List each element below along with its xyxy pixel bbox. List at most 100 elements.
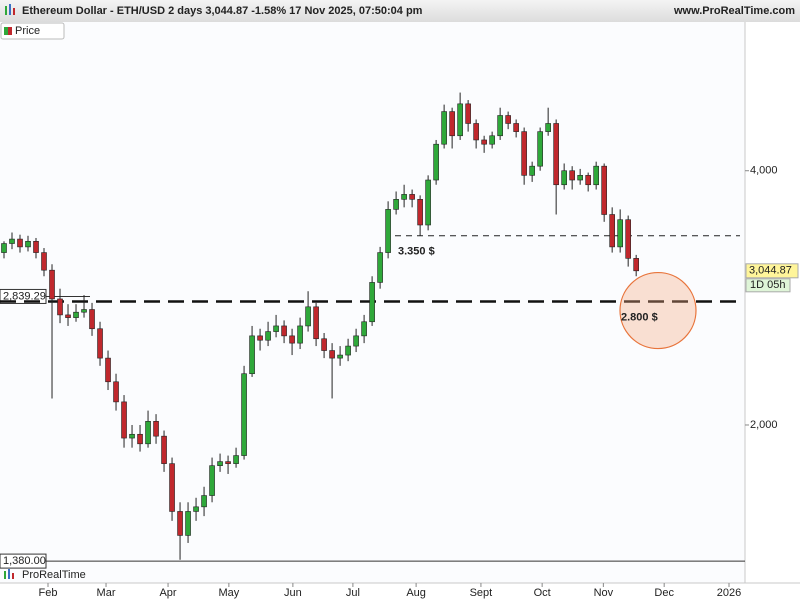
candle-body [449,111,455,137]
candle-body [481,139,487,145]
candle-body [433,143,439,181]
level-box [0,288,47,304]
candle-body [161,435,167,464]
candle-body [89,309,95,330]
candle-body [497,115,503,137]
candle-body [417,199,423,226]
candle-body [57,298,63,316]
candle-body [489,135,495,145]
x-tick-label: Feb [39,587,58,599]
candle-body [265,331,271,341]
candle-body [401,194,407,200]
candle-body [361,321,367,337]
candle-body [617,219,623,248]
x-tick-label: Apr [159,587,176,599]
candle-body [25,240,31,248]
candle-body [577,175,583,181]
countdown-box [745,278,791,293]
candle-body [33,240,39,253]
candle-body [201,495,207,508]
y-tick-label: 4,000 [750,165,778,177]
candle-body [249,335,255,375]
candle-body [233,455,239,464]
candle-body [73,311,79,318]
x-tick-label: Jun [284,587,302,599]
candle-body [513,123,519,132]
candle-body [105,357,111,383]
candle-body [17,238,23,248]
candle-body [305,306,311,327]
candle-body [225,461,231,464]
price-tag [745,263,799,279]
candle-body [313,306,319,340]
candle-body [345,345,351,356]
candle-body [321,338,327,351]
legend-swatch [4,27,8,35]
candle-body [1,243,7,253]
candle-body [569,170,575,181]
candle-body [113,381,119,403]
legend-box[interactable] [0,22,65,40]
candle-body [441,111,447,145]
candle-body [177,511,183,536]
candle-body [121,401,127,439]
level-label: 2,839.29 [3,290,46,302]
candle-body [41,252,47,271]
x-tick-label: May [218,587,239,599]
logo-icon [5,4,15,15]
chart-title: Ethereum Dollar - ETH/USD 2 days 3,044.8… [22,5,423,17]
level-box [0,553,47,569]
candle-body [601,165,607,215]
candle-body [9,238,15,244]
candle-body [153,421,159,437]
candle-body [409,194,415,200]
candle-body [465,103,471,124]
level-label: 1,380.00 [3,555,46,567]
candle-body [593,165,599,186]
candle-body [297,325,303,344]
candle-body [137,433,143,445]
candle-body [353,335,359,347]
header-bar [0,0,800,22]
candle-body [337,354,343,359]
candle-body [129,433,135,439]
candle-body [241,373,247,456]
candle-body [585,175,591,186]
x-tick-label: 2026 [717,587,741,599]
x-tick-label: Nov [594,587,614,599]
candle-body [521,131,527,176]
candle-body [329,350,335,359]
candle-body [65,314,71,318]
candle-body [625,219,631,259]
brand-icon [4,569,14,579]
candle-body [473,123,479,141]
highlight-circle [619,271,697,350]
x-tick-label: Mar [97,587,116,599]
candle-body [393,199,399,210]
candle-body [377,252,383,283]
brand: ProRealTime [22,569,86,581]
candle-body [273,325,279,332]
candle-body [289,335,295,344]
candle-body [505,115,511,124]
countdown: 1D 05h [750,279,785,291]
candle-body [209,465,215,496]
price-tag-label: 3,044.87 [749,265,792,277]
x-tick-label: Sept [470,587,493,599]
annotation-label: 2.800 $ [621,311,658,323]
x-tick-label: Dec [654,587,674,599]
candle-body [537,131,543,167]
candle-body [49,269,55,300]
candle-body [633,258,639,272]
candle-body [561,170,567,186]
candle-body [369,282,375,323]
candle-body [145,421,151,445]
candle-body [553,123,559,186]
candle-body [97,328,103,359]
candle-body [529,165,535,176]
candle-body [609,214,615,248]
y-tick-label: 2,000 [750,419,778,431]
candle-body [185,511,191,536]
candle-body [169,463,175,512]
source: www.ProRealTime.com [673,5,795,17]
